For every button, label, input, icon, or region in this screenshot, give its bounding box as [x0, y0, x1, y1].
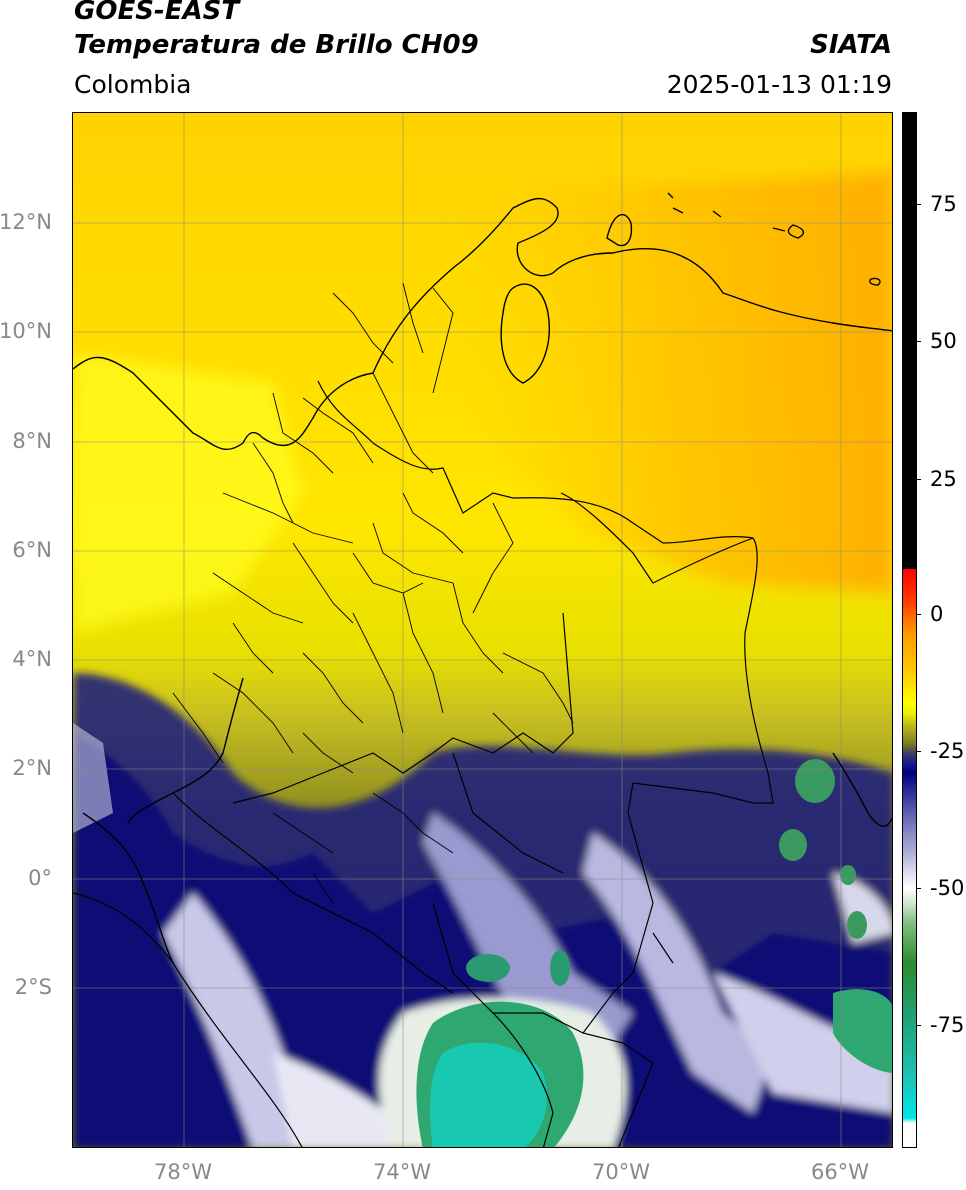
cbar-tick-75	[916, 204, 921, 205]
lat-tick-6n: 6°N	[12, 538, 52, 562]
cbar-label-25: 25	[930, 467, 957, 491]
lat-tick-0: 0°	[28, 866, 52, 890]
colorbar	[902, 112, 917, 1148]
cbar-label-m25: -25	[930, 739, 965, 763]
cbar-label-50: 50	[930, 329, 957, 353]
satellite-map	[73, 113, 892, 1147]
cbar-tick-m75	[916, 1025, 921, 1026]
datetime-label: 2025-01-13 01:19	[666, 70, 892, 99]
national-borders	[73, 380, 774, 1147]
cbar-tick-50	[916, 341, 921, 342]
lat-tick-10n: 10°N	[0, 319, 52, 343]
cbar-tick-m50	[916, 888, 921, 889]
lat-tick-8n: 8°N	[12, 429, 52, 453]
map-panel[interactable]	[72, 112, 893, 1148]
cbar-tick-0	[916, 614, 921, 615]
bright-yellow-region	[73, 353, 303, 633]
lat-tick-12n: 12°N	[0, 210, 52, 234]
product-title: Temperatura de Brillo CH09	[74, 30, 479, 60]
warm-region	[453, 173, 892, 593]
cbar-label-0: 0	[930, 602, 944, 626]
lat-tick-2n: 2°N	[12, 756, 52, 780]
lon-tick-78w: 78°W	[154, 1160, 212, 1184]
cbar-label-m50: -50	[930, 876, 965, 900]
very-cold-tops	[73, 723, 892, 1147]
graticule	[73, 113, 892, 1147]
lon-tick-74w: 74°W	[373, 1160, 431, 1184]
cbar-label-75: 75	[930, 192, 957, 216]
lat-tick-4n: 4°N	[12, 647, 52, 671]
cbar-tick-25	[916, 479, 921, 480]
brand-label: SIATA	[810, 30, 892, 60]
coastlines	[73, 192, 892, 964]
lon-tick-70w: 70°W	[592, 1160, 650, 1184]
lon-tick-66w: 66°W	[811, 1160, 869, 1184]
lat-tick-2s: 2°S	[14, 975, 52, 999]
satellite-title: GOES-EAST	[74, 0, 240, 26]
cbar-tick-m25	[916, 751, 921, 752]
region-label: Colombia	[74, 70, 192, 99]
cbar-label-m75: -75	[930, 1013, 965, 1037]
department-borders	[172, 282, 574, 904]
